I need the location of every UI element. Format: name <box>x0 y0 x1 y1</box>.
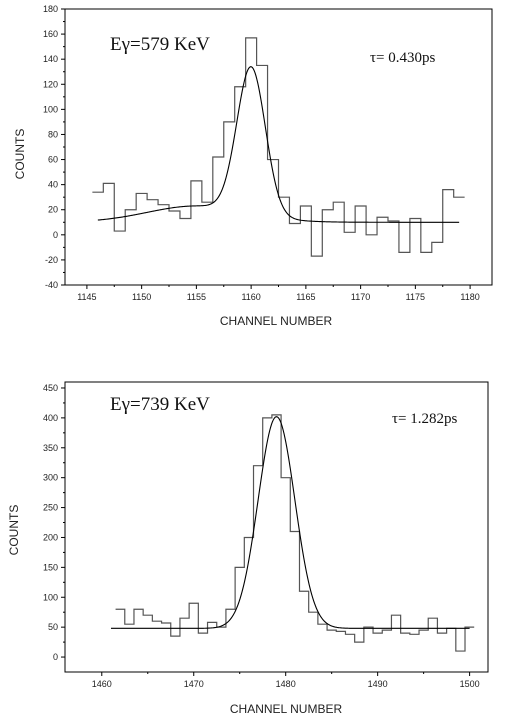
x-tick-label: 1500 <box>460 679 480 689</box>
chart-739kev: 1460 1470 1480 1490 1500 0 50 100 150 200 250 300 35… <box>7 381 489 716</box>
energy-annotation: Eγ=739 KeV <box>110 394 210 415</box>
x-tick-label: 1155 <box>187 292 206 302</box>
y-tick-label: 40 <box>48 180 58 190</box>
lifetime-annotation: τ= 1.282ps <box>392 411 457 427</box>
fit-curve <box>110 416 470 629</box>
x-tick-label: 1170 <box>351 292 370 302</box>
x-tick-label: 1460 <box>92 679 112 689</box>
y-tick-label: 50 <box>48 622 58 632</box>
fit-curve-series <box>97 66 460 223</box>
axes-ticks: 1145 1150 1155 1160 1165 1170 1175 1180 -40 -20 0 2… <box>43 4 480 302</box>
energy-annotation: Eγ=579 KeV <box>110 34 210 55</box>
x-tick-label: 1145 <box>77 292 96 302</box>
x-tick-label: 1165 <box>296 292 315 302</box>
y-tick-label: 60 <box>48 155 58 165</box>
y-tick-label: 120 <box>43 79 58 89</box>
y-tick-label: 300 <box>43 473 58 483</box>
y-tick-label: 20 <box>48 205 58 215</box>
x-tick-label: 1490 <box>368 679 388 689</box>
y-axis-label: COUNTS <box>13 129 27 180</box>
x-tick-label: 1480 <box>276 679 296 689</box>
histogram-line <box>92 37 465 257</box>
histogram-line <box>115 414 475 652</box>
y-tick-label: 350 <box>43 443 58 453</box>
x-tick-label: 1470 <box>184 679 204 689</box>
x-tick-label: 1180 <box>460 292 479 302</box>
y-tick-label: 150 <box>43 562 58 572</box>
y-tick-label: 80 <box>48 129 58 139</box>
axes-ticks: 1460 1470 1480 1490 1500 0 50 100 150 200 250 300 35… <box>43 383 480 689</box>
x-axis-label: CHANNEL NUMBER <box>230 702 343 716</box>
plot-frame <box>64 381 489 673</box>
y-tick-label: 400 <box>43 413 58 423</box>
x-tick-label: 1160 <box>241 292 260 302</box>
y-tick-label: -20 <box>45 255 58 265</box>
y-axis-label: COUNTS <box>7 505 21 556</box>
y-tick-label: 0 <box>53 652 58 662</box>
x-tick-label: 1150 <box>132 292 151 302</box>
y-tick-label: -40 <box>45 280 58 290</box>
y-tick-label: 450 <box>43 383 58 393</box>
y-tick-label: 160 <box>43 29 58 39</box>
y-tick-label: 100 <box>43 592 58 602</box>
y-tick-label: 180 <box>43 4 58 14</box>
y-tick-label: 140 <box>43 54 58 64</box>
y-tick-label: 100 <box>43 104 58 114</box>
histogram-series <box>92 37 465 257</box>
y-tick-label: 200 <box>43 532 58 542</box>
y-tick-label: 0 <box>53 230 58 240</box>
lifetime-annotation: τ= 0.430ps <box>370 50 435 66</box>
histogram-series <box>115 414 475 652</box>
x-tick-label: 1175 <box>406 292 425 302</box>
fit-curve <box>97 66 460 223</box>
fit-curve-series <box>110 416 470 629</box>
x-axis-label: CHANNEL NUMBER <box>220 314 333 328</box>
chart-579kev: 1145 1150 1155 1160 1165 1170 1175 1180 -40 -20 0 2… <box>13 4 493 328</box>
y-tick-label: 250 <box>43 503 58 513</box>
